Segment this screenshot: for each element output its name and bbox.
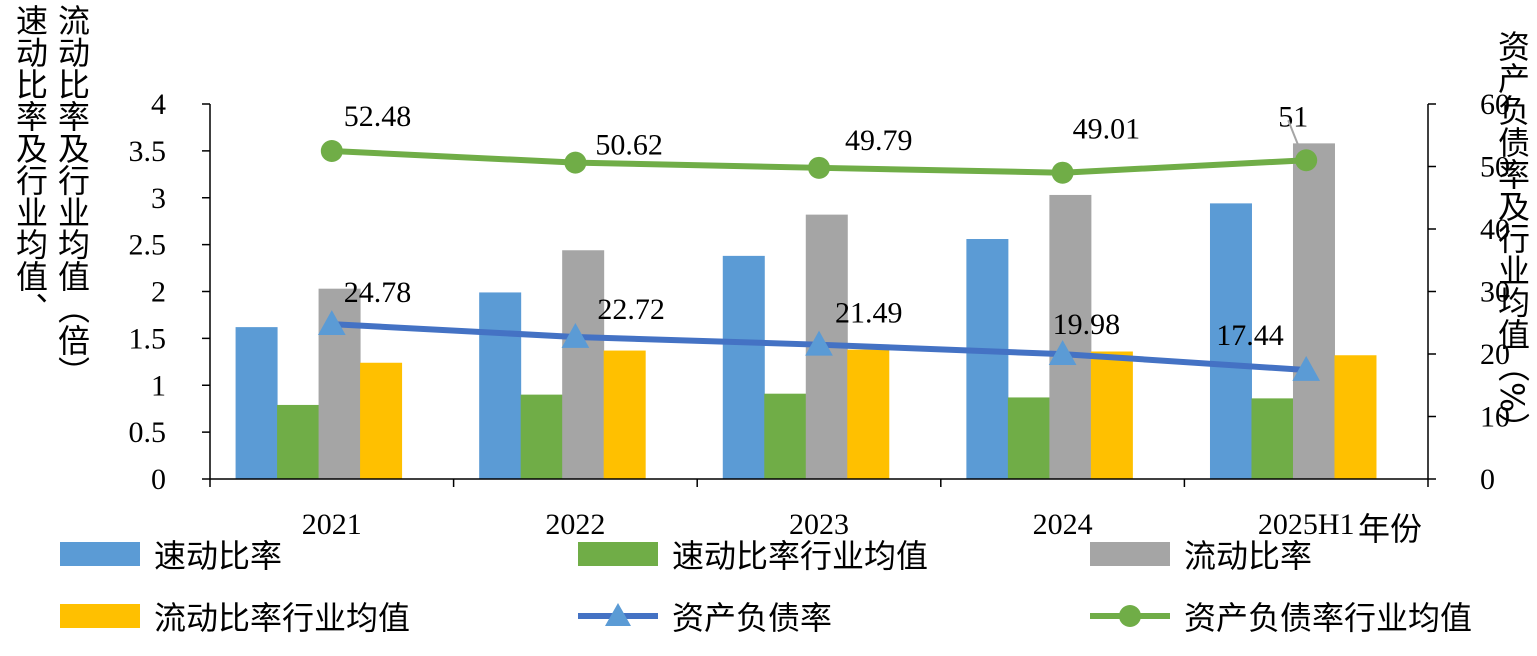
bar-1-4 bbox=[1251, 398, 1294, 479]
bar-0-4 bbox=[1209, 203, 1252, 479]
legend-item-0: 速动比率 bbox=[60, 534, 283, 575]
line-point-0-2 bbox=[805, 330, 833, 356]
y-left-tick-label: 4 bbox=[151, 88, 166, 121]
legend-label-4: 资产负债率 bbox=[672, 599, 833, 637]
bar-2-0 bbox=[318, 288, 361, 479]
bar-3-1 bbox=[603, 350, 646, 479]
legend-item-2: 流动比率 bbox=[1090, 534, 1313, 575]
data-label-1-0: 52.48 bbox=[344, 100, 412, 133]
legend-swatch-1 bbox=[578, 542, 658, 566]
y-axis-right-title-text: 资产负债率及行业均值（%） bbox=[1493, 30, 1531, 445]
legend-swatch-0 bbox=[60, 542, 140, 566]
legend-label-1: 速动比率行业均值 bbox=[672, 537, 929, 575]
y-axis-left-title-line1: 速动比率及行业均值、 bbox=[11, 4, 49, 324]
data-label-0-3: 19.98 bbox=[1053, 308, 1121, 341]
y-right-tick-label: 40 bbox=[1480, 213, 1510, 246]
data-label-1-2: 49.79 bbox=[845, 124, 913, 157]
legend-swatch-2 bbox=[1090, 542, 1170, 566]
y-right-tick-label: 60 bbox=[1480, 88, 1510, 121]
y-axis-right-title: 资产负债率及行业均值（%） bbox=[1488, 30, 1536, 510]
y-axis-left-title-line2: 流动比率及行业均值（倍） bbox=[53, 4, 91, 388]
y-axis-left-title: 速动比率及行业均值、 流动比率及行业均值（倍） bbox=[6, 4, 106, 524]
bar-3-3 bbox=[1090, 351, 1133, 479]
legend-label-0: 速动比率 bbox=[154, 537, 283, 575]
lines-layer bbox=[317, 140, 1321, 381]
bar-2-1 bbox=[562, 250, 605, 479]
line-point-0-3 bbox=[1048, 340, 1077, 366]
y-left-tick-label: 2 bbox=[151, 276, 166, 309]
legend-item-1: 速动比率行业均值 bbox=[578, 534, 929, 575]
y-right-tick-label: 50 bbox=[1480, 151, 1510, 184]
y-left-tick-label: 0.5 bbox=[129, 416, 167, 449]
data-label-1-4: 51 bbox=[1278, 100, 1308, 133]
legend-item-5: 资产负债率行业均值 bbox=[1090, 596, 1473, 637]
x-tick-label: 2024 bbox=[1033, 508, 1093, 541]
bars-layer bbox=[235, 143, 1377, 479]
data-labels-layer: 24.78 22.72 21.49 19.98 17.44 52.48 50.62 49.79… bbox=[344, 100, 1308, 352]
bar-2-4 bbox=[1292, 143, 1335, 479]
y-right-tick-label: 0 bbox=[1480, 463, 1495, 496]
legend-label-2: 流动比率 bbox=[1184, 537, 1313, 575]
x-tick-label: 2023 bbox=[789, 508, 849, 541]
y-left-tick-label: 1.5 bbox=[129, 322, 167, 355]
bar-0-0 bbox=[235, 327, 278, 479]
data-label-1-1: 50.62 bbox=[595, 129, 663, 162]
x-tick-label: 2022 bbox=[545, 508, 605, 541]
data-label-0-1: 22.72 bbox=[597, 293, 665, 326]
bar-0-2 bbox=[722, 255, 765, 479]
bar-3-2 bbox=[847, 349, 890, 479]
bar-3-4 bbox=[1334, 355, 1377, 479]
legend-swatch-3 bbox=[60, 604, 140, 628]
line-point-1-2 bbox=[808, 156, 830, 179]
y-right-tick-label: 10 bbox=[1480, 401, 1510, 434]
bar-2-3 bbox=[1049, 194, 1092, 479]
bar-1-1 bbox=[520, 394, 563, 479]
line-point-0-0 bbox=[317, 310, 346, 336]
y-left-tick-label: 2.5 bbox=[129, 229, 167, 262]
y-left-tick-label: 1 bbox=[151, 369, 166, 402]
line-point-0-1 bbox=[561, 322, 590, 348]
y-left-tick-label: 3 bbox=[151, 182, 166, 215]
x-tick-label: 2025H1 bbox=[1258, 508, 1355, 541]
bar-1-3 bbox=[1007, 397, 1050, 479]
legend-label-5: 资产负债率行业均值 bbox=[1184, 599, 1473, 637]
data-label-1-3: 49.01 bbox=[1073, 113, 1141, 146]
data-label-0-4: 17.44 bbox=[1216, 319, 1284, 352]
legend-swatch-4 bbox=[578, 603, 658, 626]
y-left-tick-label: 3.5 bbox=[129, 135, 167, 168]
line-point-1-1 bbox=[564, 151, 587, 174]
line-point-0-4 bbox=[1292, 355, 1321, 381]
y-left-tick-label: 0 bbox=[151, 463, 166, 496]
bar-3-0 bbox=[360, 362, 403, 479]
line-point-1-4 bbox=[1295, 149, 1318, 172]
legend-item-3: 流动比率行业均值 bbox=[60, 596, 411, 637]
label-leader-line bbox=[1287, 119, 1302, 151]
bar-0-1 bbox=[479, 292, 522, 479]
legend-item-4: 资产负债率 bbox=[578, 596, 833, 637]
x-tick-label: 2021 bbox=[302, 508, 362, 541]
x-axis-title: 年份 bbox=[1358, 510, 1423, 548]
y-right-tick-label: 30 bbox=[1480, 276, 1510, 309]
line-point-1-3 bbox=[1051, 161, 1074, 184]
bar-0-3 bbox=[966, 239, 1009, 479]
legend-label-3: 流动比率行业均值 bbox=[154, 599, 411, 637]
y-right-tick-label: 20 bbox=[1480, 338, 1510, 371]
legend-swatch-5 bbox=[1090, 605, 1170, 627]
line-point-1-0 bbox=[320, 140, 343, 162]
data-label-0-2: 21.49 bbox=[835, 297, 903, 330]
data-label-0-0: 24.78 bbox=[344, 276, 412, 309]
bar-1-0 bbox=[277, 404, 320, 479]
bar-1-2 bbox=[764, 393, 807, 479]
